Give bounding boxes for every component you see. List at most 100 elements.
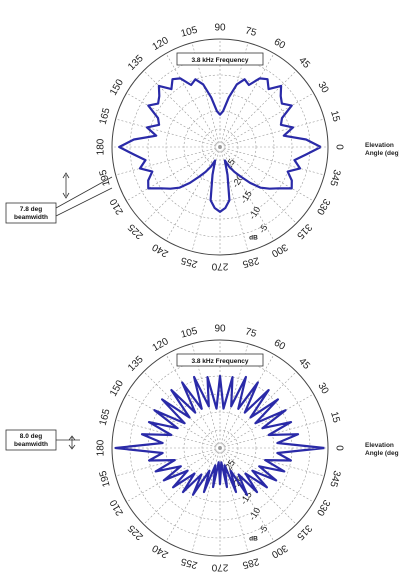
- grid-spoke: [165, 53, 221, 148]
- angle-tick-label: 135: [126, 354, 146, 374]
- grid-spoke: [143, 70, 221, 148]
- angle-tick-label: 195: [98, 168, 113, 187]
- grid-spoke: [219, 146, 275, 241]
- title-box: [176, 353, 264, 367]
- axis-label-line1: Elevation: [365, 442, 394, 449]
- angle-tick-label: 240: [150, 542, 170, 560]
- angle-tick-label: 210: [108, 497, 126, 517]
- radial-unit-label: dB: [249, 535, 258, 542]
- grid-spoke: [219, 53, 275, 148]
- angle-tick-label: 90: [214, 324, 226, 335]
- grid-spoke: [219, 118, 325, 148]
- angle-tick-label: 120: [151, 35, 171, 53]
- grid-spoke: [115, 419, 221, 449]
- grid-spoke: [219, 146, 325, 176]
- angle-tick-label: 60: [272, 338, 288, 353]
- angle-tick-label: 345: [327, 469, 342, 488]
- angle-tick-label: 270: [211, 260, 228, 271]
- chart-title: 3.8 kHz Frequency: [191, 57, 248, 64]
- angle-tick-label: 105: [180, 326, 199, 341]
- grid-spoke: [115, 146, 221, 176]
- angle-tick-label: 90: [214, 23, 226, 34]
- radial-tick-label: -10: [247, 506, 262, 522]
- beamwidth-arrow: [56, 435, 80, 450]
- grid-spoke: [126, 447, 221, 503]
- grid-spoke: [126, 92, 221, 148]
- grid-spoke: [143, 447, 221, 525]
- pattern-trace: [118, 77, 322, 213]
- grid-spoke: [126, 146, 221, 202]
- angle-tick-label: 345: [327, 168, 342, 187]
- grid-spoke: [219, 354, 275, 449]
- outer-circle: [111, 38, 329, 256]
- polar-chart-2: 0153045607590105120135150165180195210225…: [5, 324, 399, 572]
- grid-spoke: [219, 371, 297, 449]
- angle-tick-label: 150: [108, 77, 126, 97]
- beamwidth-box: [5, 202, 57, 224]
- angle-tick-label: 180: [96, 439, 107, 456]
- angle-tick-label: 270: [211, 561, 228, 572]
- angle-tick-label: 255: [179, 555, 198, 570]
- axis-label-line2: Angle (deg): [365, 150, 399, 157]
- axis-label-line1: Elevation: [365, 142, 394, 149]
- grid-spoke: [219, 92, 314, 148]
- beamwidth-value: 8.0 deg: [20, 433, 42, 440]
- angle-tick-label: 330: [314, 497, 332, 517]
- angle-tick-label: 45: [296, 55, 312, 71]
- angle-tick-label: 300: [269, 241, 289, 259]
- grid-spoke: [219, 70, 297, 148]
- grid-spoke: [165, 146, 221, 241]
- angle-tick-label: 60: [272, 37, 288, 52]
- grid-spoke: [219, 447, 297, 525]
- radial-unit-label: dB: [249, 234, 258, 241]
- outer-circle: [111, 339, 329, 557]
- angle-tick-label: 15: [328, 109, 342, 123]
- angle-tick-label: 30: [315, 381, 330, 397]
- angle-tick-label: 15: [328, 410, 342, 424]
- angle-tick-label: 240: [150, 241, 170, 259]
- beamwidth-label: beamwidth: [14, 214, 48, 221]
- radial-tick-label: -10: [247, 205, 262, 221]
- angle-tick-label: 165: [98, 407, 113, 426]
- angle-tick-label: 105: [180, 25, 199, 40]
- grid-spoke: [219, 146, 297, 224]
- angle-tick-label: 330: [314, 196, 332, 216]
- grid-spoke: [191, 447, 221, 553]
- angle-tick-label: 75: [244, 25, 258, 39]
- grid-spoke: [219, 447, 325, 477]
- grid-spoke: [219, 447, 314, 503]
- angle-tick-label: 255: [179, 254, 198, 269]
- axis-label-line2: Angle (deg: [365, 450, 399, 457]
- radial-tick-label: -5: [257, 524, 270, 536]
- grid-spoke: [219, 42, 249, 148]
- angle-tick-label: 0: [333, 144, 344, 150]
- angle-tick-label: 225: [126, 221, 146, 241]
- polar-chart-1: 0153045607590105120135150165180195210225…: [5, 23, 399, 271]
- grid-spoke: [126, 393, 221, 449]
- angle-tick-label: 150: [108, 378, 126, 398]
- beamwidth-leader: [55, 176, 113, 217]
- angle-tick-label: 315: [294, 221, 314, 241]
- angle-tick-label: 0: [333, 445, 344, 451]
- grid-spoke: [165, 354, 221, 449]
- angle-tick-label: 285: [241, 254, 260, 269]
- radial-tick-label: -15: [239, 189, 254, 205]
- radial-tick-label: -5: [257, 223, 270, 235]
- angle-tick-label: 180: [96, 138, 107, 155]
- angle-tick-label: 195: [98, 469, 113, 488]
- angle-tick-label: 30: [315, 80, 330, 96]
- grid-spoke: [115, 118, 221, 148]
- angle-tick-label: 75: [244, 326, 258, 340]
- angle-tick-label: 300: [269, 542, 289, 560]
- angle-tick-label: 210: [108, 196, 126, 216]
- angle-tick-label: 285: [241, 555, 260, 570]
- beamwidth-arrow: [62, 172, 70, 199]
- angle-tick-label: 225: [126, 522, 146, 542]
- pattern-trace: [114, 374, 325, 496]
- grid-spoke: [115, 447, 221, 477]
- angle-tick-label: 165: [98, 106, 113, 125]
- grid-spoke: [191, 42, 221, 148]
- chart-title: 3.8 kHz Frequency: [191, 358, 248, 365]
- beamwidth-label: beamwidth: [14, 441, 48, 448]
